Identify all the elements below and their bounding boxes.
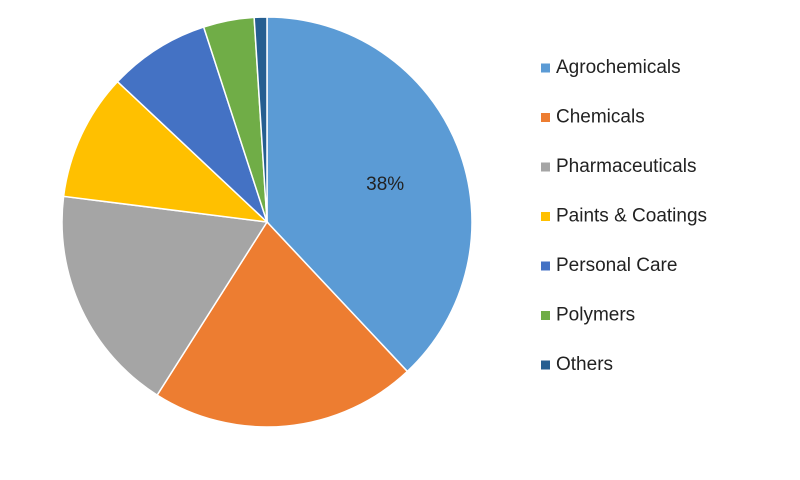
legend-swatch <box>541 63 550 73</box>
pie-slice <box>116 26 268 223</box>
legend-label: Others <box>556 354 613 375</box>
legend-swatch <box>541 212 550 221</box>
legend-label: Pharmaceuticals <box>556 156 696 177</box>
legend-label: Agrochemicals <box>556 57 681 78</box>
legend-swatch <box>541 261 550 271</box>
pie-slice <box>62 80 270 224</box>
pie-slice <box>266 16 473 373</box>
data-label: 38% <box>366 174 404 195</box>
legend-label: Personal Care <box>556 255 677 276</box>
pie-slice <box>61 195 269 397</box>
legend-label: Polymers <box>556 305 635 326</box>
legend-swatch <box>541 162 550 172</box>
pie-slice <box>156 220 409 428</box>
pie-slice <box>253 16 268 223</box>
legend-swatch <box>541 360 550 370</box>
legend-label: Paints & Coatings <box>556 206 707 227</box>
legend-label: Chemicals <box>556 107 645 128</box>
legend-swatch <box>541 113 550 122</box>
legend-swatch <box>541 311 550 320</box>
